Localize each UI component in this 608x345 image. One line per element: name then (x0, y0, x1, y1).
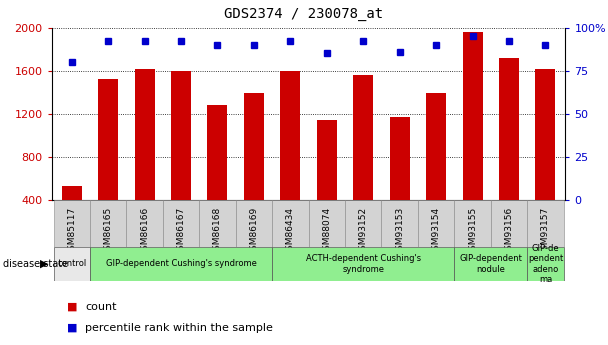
Bar (426, 93, 446, 200)
Bar (207, 105, 227, 200)
Text: GSM86166: GSM86166 (140, 207, 149, 256)
Bar (536, 69, 556, 200)
Bar (491, 200, 527, 247)
Text: GDS2374 / 230078_at: GDS2374 / 230078_at (224, 7, 384, 21)
Bar (126, 200, 163, 247)
Text: GSM85117: GSM85117 (67, 207, 76, 256)
Text: GIP-dependent Cushing's syndrome: GIP-dependent Cushing's syndrome (106, 259, 257, 268)
Bar (280, 71, 300, 200)
Text: ■: ■ (67, 323, 77, 333)
Text: GSM86168: GSM86168 (213, 207, 222, 256)
Bar (163, 200, 199, 247)
Bar (353, 75, 373, 200)
Bar (463, 32, 483, 200)
Text: GIP-de
pendent
adeno
ma: GIP-de pendent adeno ma (528, 244, 563, 284)
Bar (54, 200, 90, 247)
Text: GSM88074: GSM88074 (322, 207, 331, 256)
Bar (454, 200, 491, 247)
Bar (381, 200, 418, 247)
Bar (244, 93, 264, 200)
Bar (90, 247, 272, 281)
Bar (527, 200, 564, 247)
Text: GSM93154: GSM93154 (432, 207, 441, 256)
Text: ▶: ▶ (40, 259, 48, 269)
Text: count: count (85, 302, 117, 312)
Bar (345, 200, 381, 247)
Text: GSM93155: GSM93155 (468, 207, 477, 256)
Text: GIP-dependent
nodule: GIP-dependent nodule (459, 254, 522, 274)
Bar (308, 200, 345, 247)
Bar (317, 120, 337, 200)
Bar (454, 247, 527, 281)
Bar (90, 200, 126, 247)
Text: GSM93157: GSM93157 (541, 207, 550, 256)
Bar (418, 200, 454, 247)
Text: GSM86434: GSM86434 (286, 207, 295, 256)
Bar (98, 79, 118, 200)
Text: percentile rank within the sample: percentile rank within the sample (85, 323, 273, 333)
Text: ACTH-dependent Cushing's
syndrome: ACTH-dependent Cushing's syndrome (306, 254, 421, 274)
Bar (199, 200, 236, 247)
Bar (499, 58, 519, 200)
Bar (272, 247, 454, 281)
Bar (171, 71, 191, 200)
Text: GSM86167: GSM86167 (176, 207, 185, 256)
Bar (54, 247, 90, 281)
Text: disease state: disease state (3, 259, 68, 269)
Bar (272, 200, 308, 247)
Text: GSM93152: GSM93152 (359, 207, 368, 256)
Bar (134, 69, 154, 200)
Bar (390, 117, 410, 200)
Bar (236, 200, 272, 247)
Bar (527, 247, 564, 281)
Text: control: control (57, 259, 86, 268)
Text: ■: ■ (67, 302, 77, 312)
Bar (61, 186, 81, 200)
Text: GSM86165: GSM86165 (103, 207, 112, 256)
Text: GSM93153: GSM93153 (395, 207, 404, 256)
Text: GSM93156: GSM93156 (505, 207, 514, 256)
Text: GSM86169: GSM86169 (249, 207, 258, 256)
